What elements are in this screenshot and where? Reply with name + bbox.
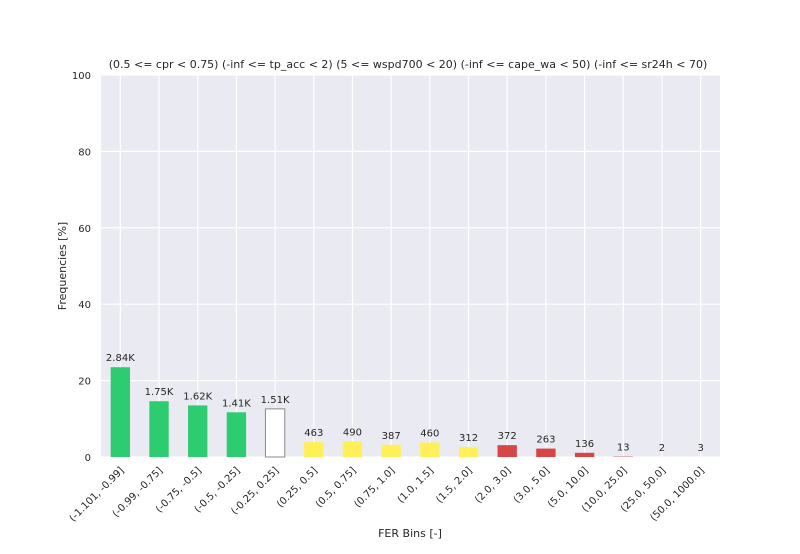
bar-count-label: 1.75K: [145, 387, 174, 398]
chart-title: (0.5 <= cpr < 0.75) (-inf <= tp_acc < 2)…: [109, 58, 708, 71]
x-tick-label: (1.5, 2.0]: [434, 465, 474, 505]
bar: [304, 442, 323, 457]
bar-count-label: 463: [304, 428, 323, 439]
bar-count-label: 3: [697, 443, 703, 454]
y-tick-label: 100: [72, 71, 91, 82]
x-tick-label: (1.0, 1.5]: [396, 465, 436, 505]
x-axis-label: FER Bins [-]: [378, 527, 442, 540]
x-tick-label: (3.0, 5.0]: [512, 465, 552, 505]
x-tick-label: (0.25, 0.5]: [275, 465, 320, 510]
y-tick-label: 0: [85, 453, 91, 464]
x-tick-label: (2.0, 3.0]: [473, 465, 513, 505]
y-axis-label: Frequencies [%]: [56, 222, 69, 310]
bar: [343, 441, 362, 457]
bar: [575, 453, 594, 457]
bar: [111, 367, 130, 457]
bar: [420, 442, 439, 457]
bar-count-label: 1.51K: [261, 395, 290, 406]
bar-count-label: 1.41K: [222, 398, 251, 409]
bar-count-label: 136: [575, 439, 594, 450]
y-tick-label: 80: [78, 147, 91, 158]
bar: [188, 405, 207, 457]
x-tick-label: (0.5, 0.75]: [314, 465, 359, 510]
bar: [498, 445, 517, 457]
bar-count-label: 263: [536, 435, 555, 446]
bar: [381, 445, 400, 457]
bar-count-label: 460: [420, 428, 439, 439]
bar-count-label: 312: [459, 433, 478, 444]
bar: [265, 409, 284, 457]
bar-count-label: 490: [343, 427, 362, 438]
x-axis-ticks: (-1.101, -0.99](-0.99, -0.75](-0.75, -0.…: [68, 465, 707, 524]
bar: [227, 412, 246, 457]
y-tick-label: 20: [78, 377, 91, 388]
y-axis-ticks: 0 20 40 60 80 100: [72, 71, 91, 464]
x-tick-label: (0.75, 1.0]: [352, 465, 397, 510]
bar-count-label: 387: [382, 431, 401, 442]
bar-count-label: 2: [659, 443, 665, 454]
y-tick-label: 40: [78, 300, 91, 311]
bar-count-label: 13: [617, 443, 630, 454]
bar-count-label: 2.84K: [106, 353, 135, 364]
bar: [459, 447, 478, 457]
y-tick-label: 60: [78, 224, 91, 235]
bar: [149, 401, 168, 457]
bar-count-label: 1.62K: [183, 391, 212, 402]
bar: [536, 449, 555, 457]
bar-count-label: 372: [498, 431, 517, 442]
